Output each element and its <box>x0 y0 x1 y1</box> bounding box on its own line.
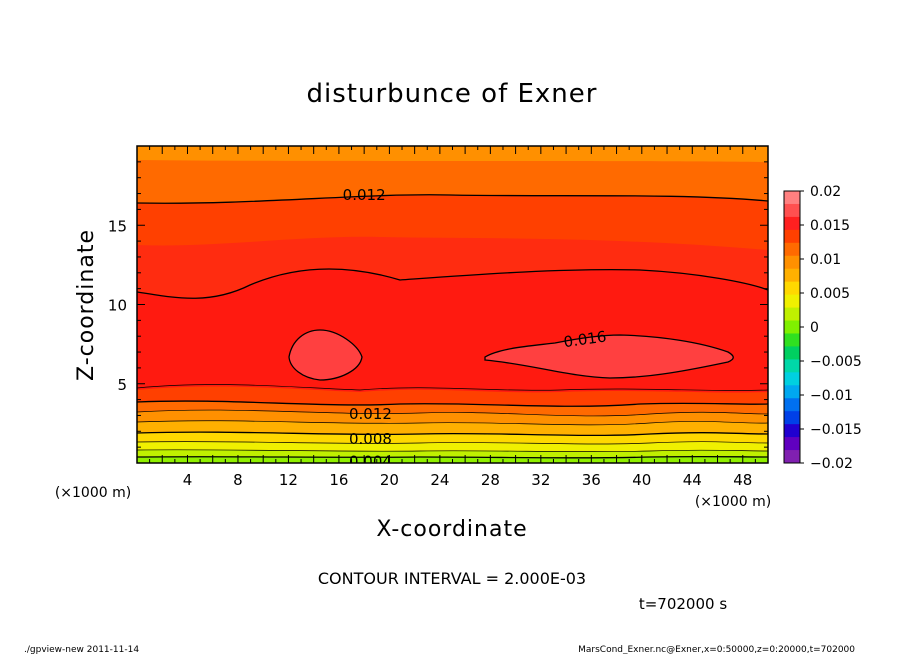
core-left <box>288 329 363 381</box>
colorbar-segment <box>784 229 800 244</box>
colorbar-segment <box>784 294 800 309</box>
x-tick-label: 40 <box>632 471 651 489</box>
x-tick-label: 44 <box>683 471 702 489</box>
y-axis-label: Z-coordinate <box>74 229 99 381</box>
contour-label: 0.012 <box>349 405 392 423</box>
x-tick-label: 4 <box>183 471 193 489</box>
x-tick-label: 48 <box>733 471 752 489</box>
core-right <box>484 334 734 379</box>
x-axis-unit-right: (×1000 m) <box>695 494 771 510</box>
colorbar-segment <box>784 333 800 347</box>
colorbar-tick-label: −0.015 <box>810 422 862 438</box>
colorbar-segment <box>784 281 800 296</box>
colorbar-segment <box>784 307 800 322</box>
colorbar-segment <box>784 411 800 425</box>
x-tick-label: 36 <box>582 471 601 489</box>
colorbar-segment <box>784 242 800 257</box>
footer-right: MarsCond_Exner.nc@Exner,x=0:50000,z=0:20… <box>578 645 855 654</box>
contour-lines <box>137 194 768 459</box>
y-tick-label: 15 <box>108 217 127 235</box>
x-tick-label: 24 <box>430 471 449 489</box>
colorbar-segment <box>784 450 800 464</box>
contour-label: 0.004 <box>349 452 392 470</box>
y-tick-label: 10 <box>108 297 127 315</box>
colorbar-tick-label: 0 <box>810 320 819 336</box>
colorbar-segment <box>784 346 800 360</box>
time-text: t=702000 s <box>639 595 727 613</box>
colorbar-tick-label: −0.02 <box>810 456 853 472</box>
footer-left: ./gpview-new 2011-11-14 <box>24 645 139 654</box>
colorbar-segment <box>784 203 800 218</box>
y-axis: 5 10 15 <box>108 161 768 448</box>
x-tick-label: 28 <box>481 471 500 489</box>
contour-labels: 0.012 0.016 0.012 0.008 0.004 <box>343 186 608 470</box>
colorbar-tick-label: −0.005 <box>810 354 862 370</box>
x-axis-unit-left: (×1000 m) <box>55 485 131 501</box>
colorbar-tick-label: 0.02 <box>810 184 841 200</box>
contour-interval-text: CONTOUR INTERVAL = 2.000E-03 <box>318 569 586 588</box>
chart-title: disturbunce of Exner <box>307 79 598 109</box>
colorbar: 0.02 0.015 0.01 0.005 0 −0.005 −0.01 −0.015 −0.0… <box>783 184 862 472</box>
x-tick-label: 20 <box>380 471 399 489</box>
colorbar-tick-label: −0.01 <box>810 388 853 404</box>
colorbar-segment <box>784 385 800 399</box>
colorbar-segment <box>784 255 800 270</box>
contour-label: 0.012 <box>343 186 386 204</box>
contour-label: 0.016 <box>562 327 607 351</box>
y-tick-label: 5 <box>117 376 127 394</box>
colorbar-tick-label: 0.015 <box>810 218 850 234</box>
colorbar-segment <box>784 372 800 386</box>
x-tick-label: 12 <box>279 471 298 489</box>
contour-label: 0.008 <box>349 430 392 448</box>
x-tick-label: 8 <box>233 471 243 489</box>
x-tick-label: 32 <box>531 471 550 489</box>
colorbar-segment <box>784 268 800 283</box>
colorbar-tick-label: 0.005 <box>810 286 850 302</box>
colorbar-segment <box>784 359 800 373</box>
colorbar-segment <box>784 216 800 231</box>
colorbar-segment <box>784 191 800 205</box>
colorbar-segment <box>784 398 800 412</box>
colorbar-segment <box>784 424 800 438</box>
colorbar-tick-label: 0.01 <box>810 252 841 268</box>
x-axis-label: X-coordinate <box>376 517 527 542</box>
x-axis: 4 8 12 16 20 24 28 32 36 40 44 48 <box>149 146 756 489</box>
contour-plot-area: 0.012 0.016 0.012 0.008 0.004 <box>137 146 768 470</box>
colorbar-segment <box>784 437 800 451</box>
x-tick-label: 16 <box>329 471 348 489</box>
colorbar-segment <box>784 320 800 334</box>
